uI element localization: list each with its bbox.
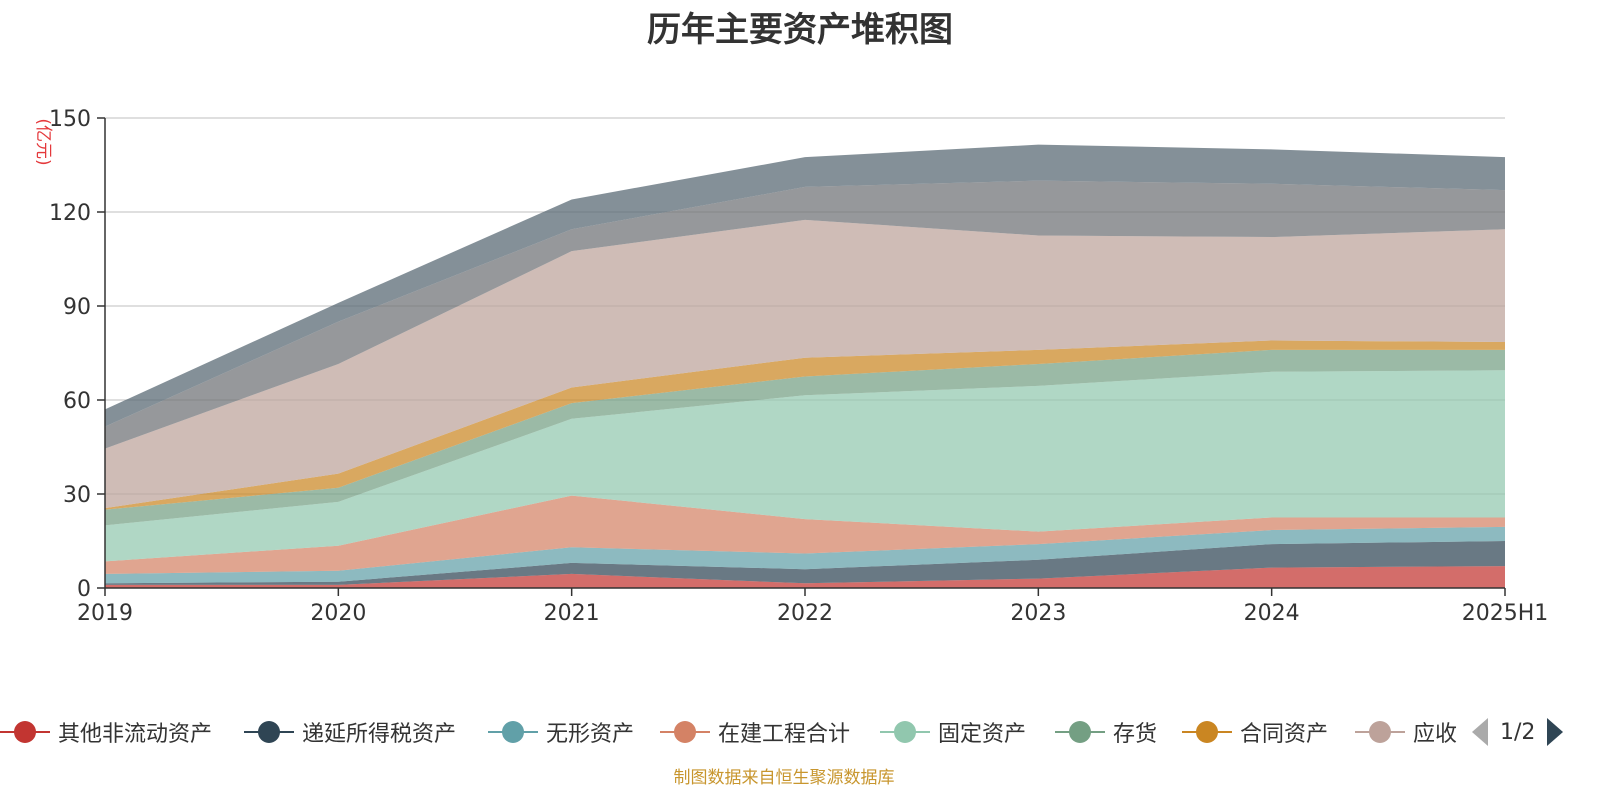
legend-item[interactable]: 合同资产 [1182, 710, 1328, 754]
legend-label: 应收 [1413, 722, 1458, 747]
y-tick-label: 90 [63, 295, 91, 320]
area-series-4[interactable] [105, 370, 1505, 562]
y-tick-label: 150 [49, 107, 91, 132]
legend-label: 无形资产 [546, 722, 635, 747]
legend-item[interactable]: 递延所得税资产 [244, 710, 456, 754]
legend-marker-icon [660, 721, 710, 743]
legend-marker-icon [0, 721, 50, 743]
area-series-2[interactable] [105, 526, 1505, 584]
source-note: 制图数据来自恒生聚源数据库 [673, 768, 895, 788]
triangle-right-icon[interactable] [1541, 715, 1567, 749]
x-tick-label: 2020 [310, 601, 366, 626]
legend-items: 其他非流动资产 递延所得税资产 无形资产 在建工程合计 固定资产 存货 合同资产 应收 [0, 710, 1463, 754]
legend-item[interactable]: 其他非流动资产 [0, 710, 212, 754]
legend-item[interactable]: 固定资产 [880, 710, 1026, 754]
legend-label: 其他非流动资产 [58, 722, 213, 747]
legend-item[interactable]: 无形资产 [488, 710, 634, 754]
legend-page-indicator: 1/2 [1500, 719, 1536, 745]
area-series-6[interactable] [105, 340, 1505, 510]
x-tick-label: 2024 [1244, 601, 1300, 626]
triangle-left-icon[interactable] [1468, 715, 1494, 749]
legend-marker-icon [1055, 721, 1105, 743]
area-series-5[interactable] [105, 349, 1505, 526]
area-series-9[interactable] [105, 144, 1505, 427]
legend-label: 递延所得税资产 [302, 722, 457, 747]
y-tick-label: 120 [49, 201, 91, 226]
x-tick-label: 2022 [777, 601, 833, 626]
legend-item[interactable]: 在建工程合计 [660, 710, 850, 754]
legend-label: 存货 [1113, 722, 1158, 747]
area-series-3[interactable] [105, 495, 1505, 574]
x-tick-label: 2021 [544, 601, 600, 626]
legend-label: 合同资产 [1240, 722, 1329, 747]
chart-title: 历年主要资产堆积图 [647, 10, 953, 50]
legend-marker-icon [488, 721, 538, 743]
legend-label: 固定资产 [938, 722, 1027, 747]
x-tick-label: 2025H1 [1462, 601, 1549, 626]
x-tick-label: 2023 [1010, 601, 1066, 626]
area-series-0[interactable] [105, 566, 1505, 588]
chart-plot-area: 0 30 60 90 120 150 2019 2020 2021 2022 2023 2024 202… [33, 107, 1548, 626]
legend-item[interactable]: 存货 [1055, 710, 1157, 754]
legend-pager: 1/2 [1468, 712, 1567, 752]
stacked-areas [105, 144, 1505, 588]
legend: 其他非流动资产 递延所得税资产 无形资产 在建工程合计 固定资产 存货 合同资产 应收 [0, 710, 1600, 754]
y-tick-label: 30 [63, 483, 91, 508]
legend-marker-icon [880, 721, 930, 743]
area-series-8[interactable] [105, 180, 1505, 449]
y-tick-label: 60 [63, 389, 91, 414]
legend-marker-icon [1182, 721, 1232, 743]
x-tick-label: 2019 [77, 601, 133, 626]
y-axis-unit-label: (亿元) [33, 118, 53, 165]
y-tick-label: 0 [77, 577, 91, 602]
legend-item[interactable]: 应收 [1355, 710, 1457, 754]
axes: 0 30 60 90 120 150 2019 2020 2021 2022 2023 2024 202… [49, 107, 1548, 626]
area-series-7[interactable] [105, 219, 1505, 509]
legend-marker-icon [1355, 721, 1405, 743]
legend-marker-icon [244, 721, 294, 743]
legend-label: 在建工程合计 [718, 722, 851, 747]
